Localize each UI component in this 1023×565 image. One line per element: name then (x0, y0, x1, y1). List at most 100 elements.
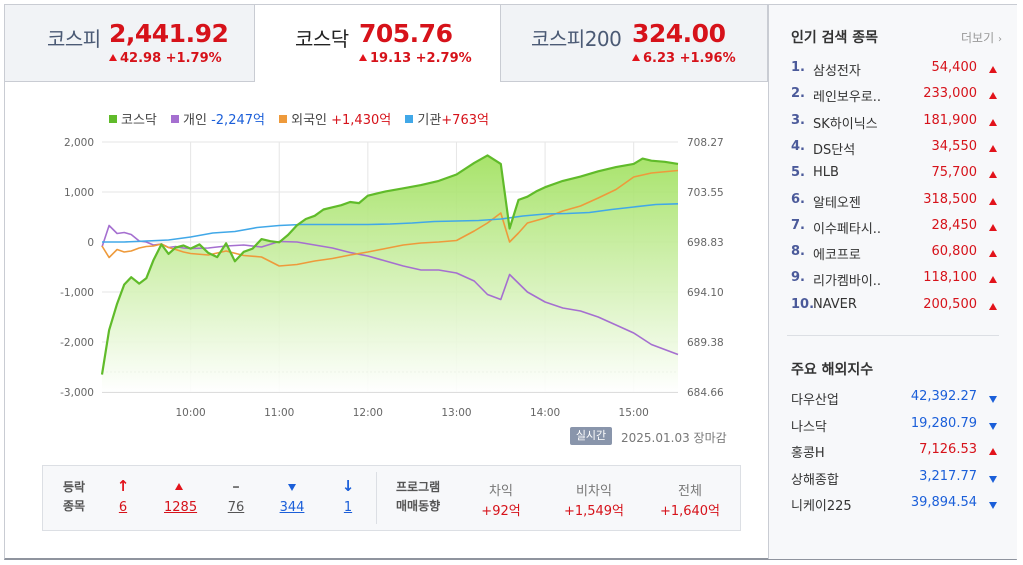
down-triangle-icon (989, 472, 997, 487)
up-triangle-icon (989, 116, 997, 131)
limit-up-count[interactable]: 6 (118, 500, 128, 515)
tab-kospi200-name: 코스피200 (531, 27, 622, 51)
popular-item[interactable]: 9. 리가켐바이.. 118,100 (791, 268, 1001, 289)
sidebar-divider (787, 335, 999, 336)
tab-kospi[interactable]: 코스피 2,441.92 42.98 +1.79% (5, 5, 255, 82)
program-label-line2: 매매동향 (396, 499, 441, 513)
limit-down-count[interactable]: 1 (343, 500, 353, 515)
popular-item[interactable]: 1. 삼성전자 54,400 (791, 58, 1001, 79)
arbitrage-value: +92억 (481, 504, 521, 519)
world-index-item[interactable]: 니케이225 39,894.54 (791, 493, 1001, 514)
market-stats-panel: 등락 종목 ↑ 6 1285 – 76 344 ↓ 1 프로그램 매매동향 차익 +… (42, 465, 741, 531)
market-status: 장마감 (693, 431, 727, 445)
world-index-name: 나스닥 (791, 419, 827, 435)
popular-price: 28,450 (931, 217, 978, 233)
world-index-value: 19,280.79 (910, 415, 977, 431)
popular-rank: 3. (791, 112, 805, 128)
popular-price: 233,000 (923, 86, 977, 102)
popular-item[interactable]: 8. 에코프로 60,800 (791, 242, 1001, 263)
tab-kosdaq-change-text: 19.13 +2.79% (370, 51, 472, 66)
tab-kosdaq-name: 코스닥 (295, 27, 349, 51)
popular-name: DS단석 (813, 142, 856, 158)
popular-item[interactable]: 6. 알테오젠 318,500 (791, 190, 1001, 211)
x-tick: 14:00 (530, 407, 560, 419)
y-tick-right: 684.66 (687, 387, 724, 399)
date-status: 2025.01.03 장마감 (621, 429, 727, 446)
breadth-label-line1: 등락 (63, 480, 86, 494)
popular-name: 레인보우로.. (813, 90, 882, 106)
fall-count[interactable]: 344 (279, 500, 305, 515)
world-index-name: 상해종합 (791, 472, 839, 488)
legend-swatch-inst (405, 115, 414, 123)
legend-inst-label: 기관 (417, 113, 442, 128)
series-line-individual (101, 224, 679, 356)
down-triangle-icon (989, 498, 997, 513)
world-index-item[interactable]: 나스닥 19,280.79 (791, 414, 1001, 435)
up-triangle-icon (989, 195, 997, 210)
popular-rank: 7. (791, 217, 805, 233)
realtime-button[interactable]: 실시간 (570, 427, 612, 445)
down-triangle-icon (277, 478, 307, 494)
popular-item[interactable]: 7. 이수페타시.. 28,450 (791, 216, 1001, 237)
legend-individual-label: 개인 (183, 113, 207, 128)
tab-kospi200-value: 324.00 (632, 19, 726, 48)
down-triangle-icon (989, 392, 997, 407)
up-triangle-icon (989, 142, 997, 157)
popular-item[interactable]: 10. NAVER 200,500 (791, 295, 1001, 315)
flat-count[interactable]: 76 (227, 500, 245, 515)
world-index-item[interactable]: 상해종합 3,217.77 (791, 467, 1001, 488)
y-tick-right: 698.83 (687, 237, 724, 249)
popular-title: 인기 검색 종목 (791, 30, 879, 46)
popular-item[interactable]: 3. SK하이닉스 181,900 (791, 111, 1001, 132)
series-line-foreign (101, 169, 679, 267)
up-triangle-icon (164, 478, 194, 494)
up-triangle-icon (989, 221, 997, 236)
up-triangle-icon (989, 273, 997, 288)
popular-price: 200,500 (923, 296, 977, 312)
y-tick-left: -1,000 (60, 287, 94, 299)
up-triangle-icon (989, 247, 997, 262)
legend-inst-value: +763억 (441, 113, 489, 128)
popular-rank: 9. (791, 270, 805, 286)
world-index-item[interactable]: 다우산업 42,392.27 (791, 387, 1001, 408)
rise-count[interactable]: 1285 (164, 500, 198, 515)
limit-down-arrow-icon: ↓ (341, 477, 355, 495)
y-tick-left: -3,000 (60, 387, 94, 399)
series-line-kosdaq (100, 154, 679, 375)
popular-rank: 5. (791, 165, 805, 181)
legend-swatch-kosdaq (109, 115, 117, 123)
tab-kospi200[interactable]: 코스피200 324.00 6.23 +1.96% (501, 5, 768, 82)
tab-kosdaq[interactable]: 코스닥 705.76 19.13 +2.79% (255, 5, 501, 82)
up-triangle-icon (632, 54, 640, 61)
popular-price: 318,500 (923, 191, 977, 207)
popular-rank: 2. (791, 86, 805, 102)
world-index-item[interactable]: 홍콩H 7,126.53 (791, 440, 1001, 461)
tab-kospi200-change: 6.23 +1.96% (632, 51, 736, 66)
world-index-value: 39,894.54 (910, 495, 977, 510)
popular-item[interactable]: 5. HLB 75,700 (791, 163, 1001, 183)
up-triangle-icon (989, 300, 997, 315)
down-triangle-icon (989, 419, 997, 434)
chart-date: 2025.01.03 (621, 431, 690, 445)
up-triangle-icon (109, 54, 117, 61)
popular-price: 60,800 (931, 244, 978, 260)
y-tick-left: -2,000 (60, 337, 94, 349)
tab-kospi-change: 42.98 +1.79% (109, 51, 222, 66)
popular-name: 삼성전자 (813, 64, 861, 79)
sidebar: 인기 검색 종목 더보기 › 1. 삼성전자 54,400 2. 레인보우로.. 233,… (768, 5, 1017, 559)
legend-individual: 개인 -2,247억 (171, 113, 265, 128)
world-index-name: 니케이225 (791, 499, 852, 514)
popular-item[interactable]: 2. 레인보우로.. 233,000 (791, 84, 1001, 106)
legend-inst: 기관+763억 (405, 113, 489, 128)
legend-foreign: 외국인 +1,430억 (279, 113, 391, 128)
legend-foreign-value: +1,430억 (331, 113, 392, 128)
stats-divider (376, 472, 377, 524)
non-arbitrage-label: 비차익 (576, 484, 612, 499)
y-tick-left: 1,000 (64, 187, 94, 199)
more-link[interactable]: 더보기 › (961, 29, 1002, 46)
popular-name: NAVER (813, 296, 857, 312)
world-title: 주요 해외지수 (791, 362, 874, 378)
popular-rank: 10. (791, 296, 815, 312)
popular-rank: 4. (791, 138, 805, 154)
popular-item[interactable]: 4. DS단석 34,550 (791, 137, 1001, 158)
